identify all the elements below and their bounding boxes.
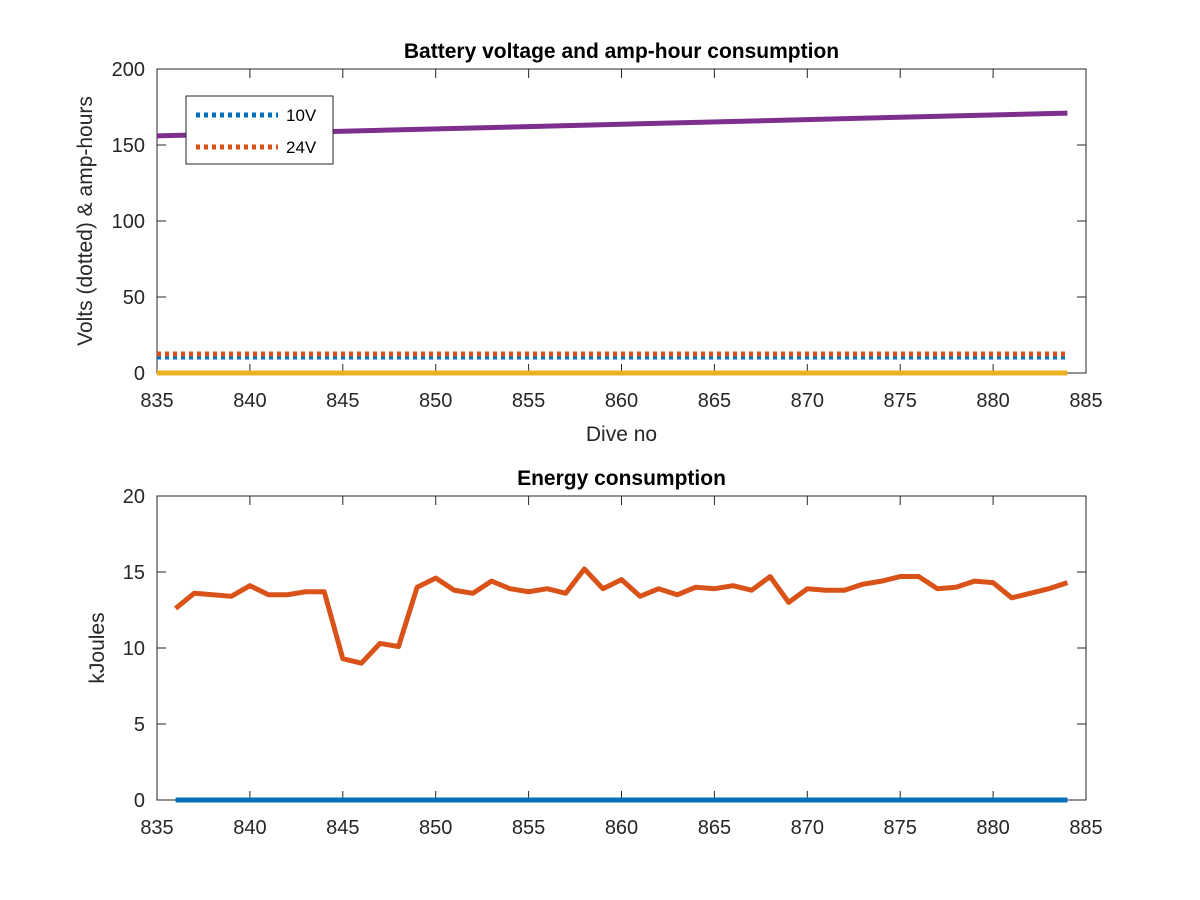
- series-line-0: [173, 566, 1069, 666]
- axes-box: [156, 495, 1087, 801]
- chart-title: Energy consumption: [517, 467, 726, 490]
- y-tick-label: 0: [134, 363, 145, 385]
- legend-label-10v: 10V: [286, 106, 317, 125]
- legend-label-24v: 24V: [286, 138, 317, 157]
- x-axis-label: Dive no: [586, 423, 657, 446]
- x-tick-label: 870: [791, 817, 824, 839]
- x-tick-label: 875: [884, 390, 917, 412]
- x-tick-label: 855: [512, 817, 545, 839]
- x-tick-label: 835: [140, 817, 173, 839]
- x-tick-label: 850: [419, 390, 452, 412]
- x-tick-label: 885: [1069, 817, 1102, 839]
- y-tick-label: 15: [123, 562, 145, 584]
- x-tick-label: 845: [326, 817, 359, 839]
- x-tick-label: 880: [976, 390, 1009, 412]
- y-tick-label: 0: [134, 790, 145, 812]
- y-tick-label: 20: [123, 486, 145, 508]
- y-axis-label: kJoules: [86, 612, 109, 683]
- x-tick-label: 880: [976, 817, 1009, 839]
- x-tick-label: 870: [791, 390, 824, 412]
- x-tick-label: 875: [884, 817, 917, 839]
- x-tick-label: 865: [698, 390, 731, 412]
- y-tick-label: 5: [134, 714, 145, 736]
- x-tick-label: 855: [512, 390, 545, 412]
- y-tick-label: 50: [123, 287, 145, 309]
- x-tick-label: 860: [605, 390, 638, 412]
- energy-chart: 835 840 845 850 855 860 865 870 875 880 885 0 5 10 15 2…: [86, 467, 1103, 839]
- x-tick-label: 865: [698, 817, 731, 839]
- y-tick-label: 10: [123, 638, 145, 660]
- y-tick-label: 200: [112, 59, 145, 81]
- x-tick-label: 845: [326, 390, 359, 412]
- x-tick-label: 840: [233, 817, 266, 839]
- y-tick-label: 150: [112, 135, 145, 157]
- x-tick-label: 885: [1069, 390, 1102, 412]
- x-tick-label: 840: [233, 390, 266, 412]
- chart-title: Battery voltage and amp-hour consumption: [404, 40, 839, 63]
- x-tick-label: 860: [605, 817, 638, 839]
- legend-box: [185, 95, 334, 165]
- voltage-chart: 835 840 845 850 855 860 865 870 875 880 885 0 50 100 1…: [74, 40, 1103, 446]
- y-axis-label: Volts (dotted) & amp-hours: [74, 96, 97, 346]
- x-tick-label: 850: [419, 817, 452, 839]
- x-tick-label: 835: [140, 390, 173, 412]
- y-tick-label: 100: [112, 211, 145, 233]
